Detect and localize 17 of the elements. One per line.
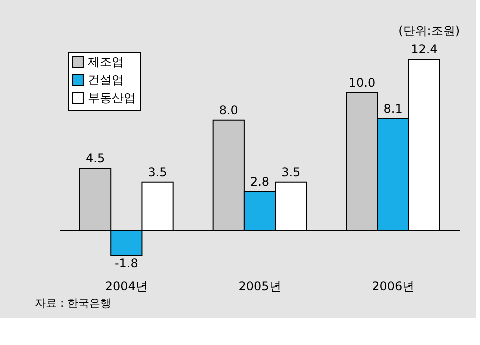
legend-label: 건설업 bbox=[88, 73, 124, 87]
data-label: 2.8 bbox=[250, 175, 270, 190]
text: 자료 : 한국은행 bbox=[35, 297, 112, 310]
data-label: -1.8 bbox=[114, 256, 138, 270]
x-tick-label: 2004년 bbox=[105, 280, 148, 294]
text: (단위:조원) bbox=[398, 24, 460, 38]
data-label: 8.1 bbox=[384, 102, 403, 116]
data-label: 3.5 bbox=[282, 165, 301, 180]
x-tick-label: 2005년 bbox=[238, 280, 282, 294]
x-tick-label: 2006년 bbox=[372, 280, 415, 294]
data-label: 8.0 bbox=[219, 103, 238, 118]
legend-label: 제조업 bbox=[88, 55, 124, 69]
data-label: 12.4 bbox=[411, 42, 438, 57]
legend-label: 부동산업 bbox=[88, 91, 136, 105]
data-label: 10.0 bbox=[348, 76, 376, 90]
data-label: 4.5 bbox=[86, 152, 106, 166]
data-label: 3.5 bbox=[148, 165, 168, 180]
